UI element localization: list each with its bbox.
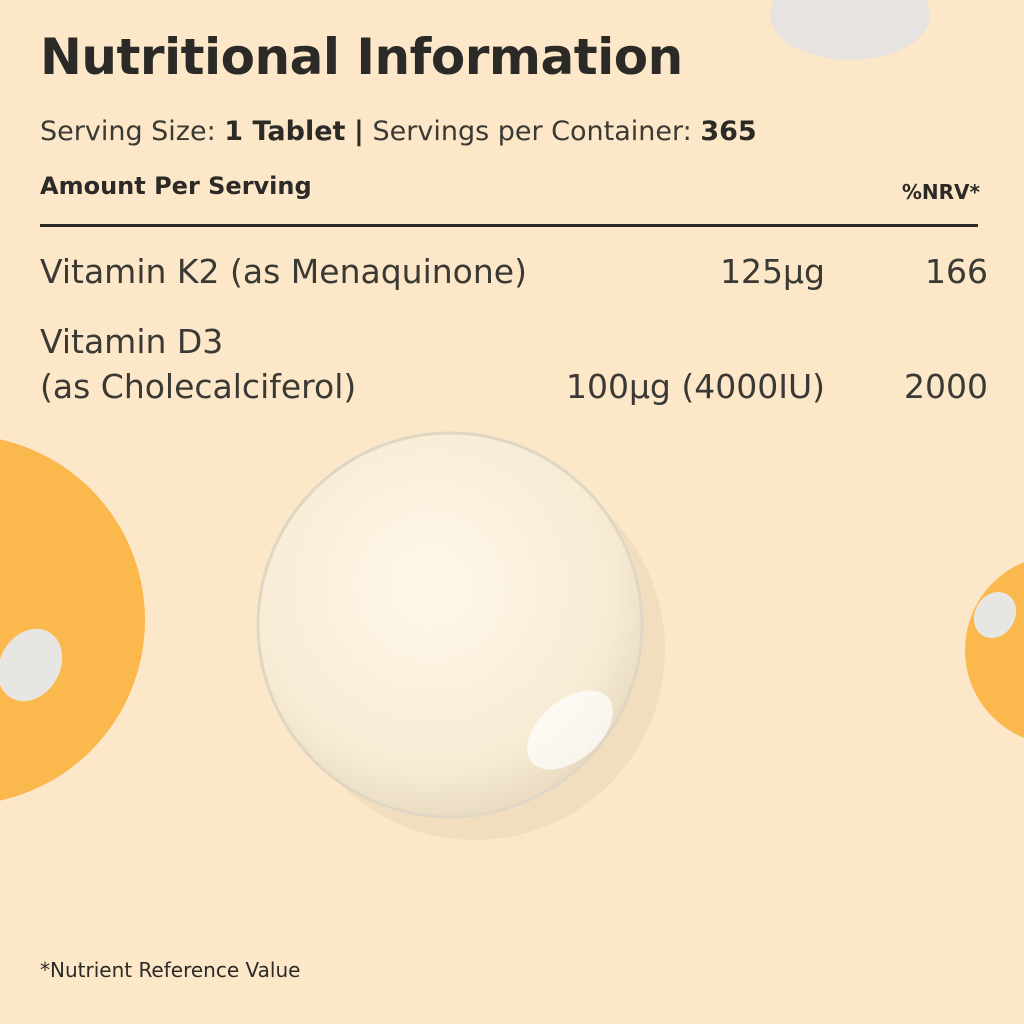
column-header: Amount Per Serving [40,172,312,200]
serving-info: Serving Size: 1 Tablet | Servings per Co… [40,116,757,147]
value: 365 [700,116,757,147]
amount: 100µg (4000IU) [565,367,825,406]
nutrient-name: Vitamin D3 [40,322,224,361]
nrv: 2000 [904,367,988,406]
softgel [256,431,644,819]
tablet [770,0,930,60]
nutrient-name: (as Cholecalciferol) [40,367,357,406]
tablet [0,628,63,702]
label: Servings per Container: [372,116,692,147]
nrv: 166 [925,252,988,291]
nutrient-name: Vitamin K2 (as Menaquinone) [40,252,527,291]
footnote: *Nutrient Reference Value [40,958,301,982]
divider [40,224,978,227]
orange-circle [0,439,145,801]
value: 1 Tablet [224,116,346,147]
amount: 125µg [720,252,825,291]
title: Nutritional Information [40,28,683,86]
orange-circle [965,562,1024,738]
column-header: %NRV* [901,180,980,204]
label: Serving Size: [40,116,216,147]
tablet [973,591,1017,639]
separator: | [354,116,364,147]
highlight [527,690,613,770]
